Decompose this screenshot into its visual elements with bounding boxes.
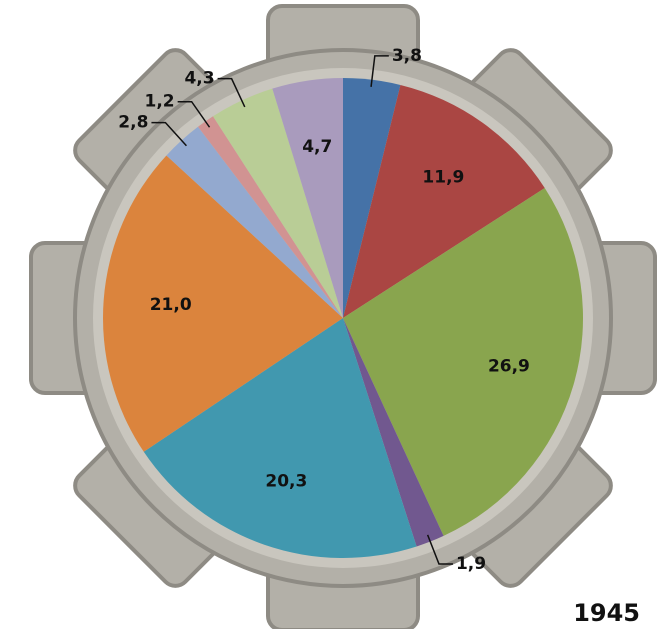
leader-line (370, 55, 389, 87)
pie-slice (343, 84, 545, 318)
data-label: 21,0 (150, 295, 192, 315)
pie-slice (343, 188, 583, 536)
data-label: 4,3 (184, 69, 214, 89)
leader-line (151, 121, 187, 147)
data-label: 3,8 (392, 46, 422, 66)
data-label: 1,2 (145, 92, 175, 112)
leader-line (217, 77, 246, 108)
pie-slice (343, 318, 444, 547)
pie-slice (102, 155, 343, 452)
year-label: 1945 (573, 599, 640, 627)
data-label: 2,8 (118, 113, 148, 133)
pie-slice (272, 78, 343, 318)
leader-line (426, 534, 453, 565)
pie-slice (143, 318, 417, 558)
pie-slice (198, 116, 343, 318)
data-label: 26,9 (488, 356, 530, 376)
pie-slice (166, 126, 343, 318)
data-label: 20,3 (265, 471, 307, 491)
data-label: 11,9 (422, 167, 464, 187)
pie-slice (213, 88, 343, 318)
leader-line (177, 100, 211, 128)
data-label: 4,7 (302, 137, 332, 157)
pie-slice (343, 78, 401, 318)
data-label: 1,9 (456, 554, 486, 574)
